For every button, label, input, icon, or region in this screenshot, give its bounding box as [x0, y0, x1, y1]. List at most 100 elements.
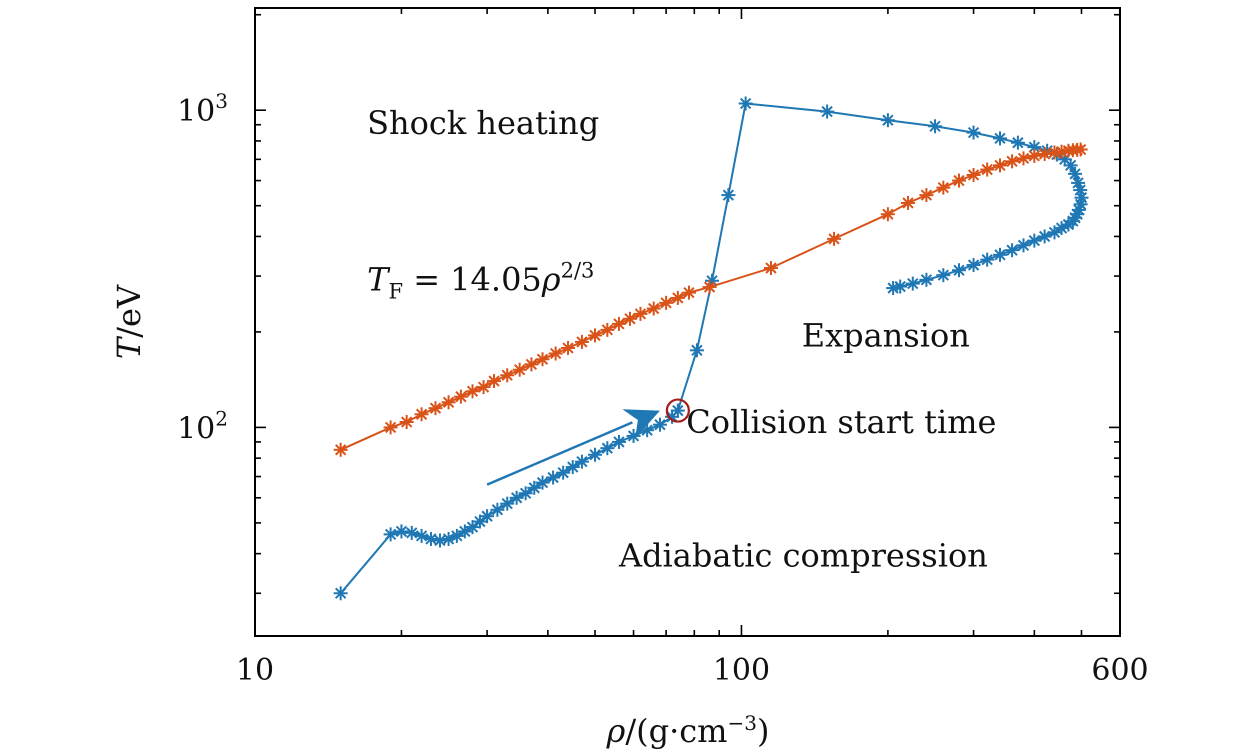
- data-point-fermi: [622, 311, 637, 326]
- data-point-fermi: [611, 316, 626, 331]
- data-point-fermi: [561, 340, 576, 355]
- data-point-trajectory: [535, 475, 550, 490]
- data-point-trajectory: [414, 528, 429, 543]
- data-point-fermi: [980, 162, 995, 177]
- data-point-fermi: [1027, 148, 1042, 163]
- y-tick-label: 103: [177, 89, 228, 129]
- data-point-fermi: [487, 374, 502, 389]
- collision-marker: [665, 398, 690, 423]
- data-point-fermi: [1016, 151, 1031, 166]
- annotation-collision-start-time: Collision start time: [686, 403, 996, 441]
- data-point-trajectory: [500, 496, 515, 511]
- data-point-fermi: [548, 346, 563, 361]
- data-point-fermi: [659, 295, 674, 310]
- data-point-fermi: [441, 395, 456, 410]
- series-layer: [333, 96, 1089, 601]
- data-point-fermi: [763, 261, 778, 276]
- data-point-fermi: [1073, 142, 1088, 157]
- data-point-trajectory: [1027, 233, 1042, 248]
- data-point-trajectory: [820, 104, 835, 119]
- data-point-trajectory: [556, 465, 571, 480]
- data-point-fermi: [702, 280, 717, 295]
- x-tick-label: 600: [1091, 653, 1148, 688]
- plot-frame: [254, 7, 1121, 637]
- annotation-adiabatic-compression: Adiabatic compression: [618, 536, 988, 574]
- data-point-trajectory: [423, 531, 438, 546]
- direction-arrow-shaft: [486, 421, 633, 486]
- data-point-fermi: [476, 380, 491, 395]
- data-point-trajectory: [574, 454, 589, 469]
- x-tick-label: 10: [236, 653, 274, 688]
- data-point-fermi: [993, 158, 1008, 173]
- data-point-trajectory: [1010, 135, 1025, 150]
- annotation-fermi-temperature: TF = 14.05ρ2/3: [367, 259, 594, 304]
- annotation-expansion: Expansion: [802, 316, 970, 354]
- data-point-trajectory: [670, 403, 685, 418]
- annotation-shock-heating: Shock heating: [367, 104, 599, 142]
- data-point-fermi: [936, 180, 951, 195]
- data-point-fermi: [1005, 154, 1020, 169]
- data-point-trajectory: [457, 524, 472, 539]
- x-tick-label: 100: [713, 653, 770, 688]
- data-point-fermi: [919, 188, 934, 203]
- data-point-fermi: [1037, 146, 1052, 161]
- data-point-trajectory: [928, 119, 943, 134]
- data-point-trajectory: [611, 434, 626, 449]
- data-point-fermi: [512, 362, 527, 377]
- data-point-fermi: [574, 334, 589, 349]
- data-point-trajectory: [689, 343, 704, 358]
- data-point-fermi: [901, 195, 916, 210]
- data-point-fermi: [827, 231, 842, 246]
- data-point-trajectory: [993, 247, 1008, 262]
- data-point-trajectory: [966, 125, 981, 140]
- data-point-trajectory: [951, 263, 966, 278]
- data-point-fermi: [880, 207, 895, 222]
- data-point-trajectory: [527, 480, 542, 495]
- data-point-trajectory: [1037, 229, 1052, 244]
- data-point-fermi: [465, 384, 480, 399]
- y-tick-label: 102: [177, 406, 228, 446]
- data-point-fermi: [428, 401, 443, 416]
- direction-arrow-head: [622, 409, 660, 439]
- data-point-fermi: [524, 357, 539, 372]
- data-point-fermi: [535, 352, 550, 367]
- data-point-fermi: [951, 173, 966, 188]
- data-point-trajectory: [383, 527, 398, 542]
- data-point-trajectory: [432, 533, 447, 548]
- data-point-trajectory: [1016, 238, 1031, 253]
- data-point-trajectory: [886, 281, 901, 296]
- data-point-trajectory: [600, 441, 615, 456]
- data-point-fermi: [588, 328, 603, 343]
- data-point-fermi: [600, 322, 615, 337]
- data-point-fermi: [399, 415, 414, 430]
- data-point-trajectory: [490, 502, 505, 517]
- data-point-trajectory: [394, 524, 409, 539]
- data-point-trajectory: [404, 525, 419, 540]
- data-point-trajectory: [518, 486, 533, 501]
- data-point-trajectory: [588, 447, 603, 462]
- data-point-fermi: [333, 442, 348, 457]
- data-point-trajectory: [1005, 243, 1020, 258]
- data-point-trajectory: [919, 272, 934, 287]
- data-point-fermi: [453, 389, 468, 404]
- data-point-trajectory: [936, 268, 951, 283]
- data-point-trajectory: [480, 509, 495, 524]
- ticks: 10 100 600 102 103: [177, 8, 1149, 688]
- data-point-fermi: [670, 290, 685, 305]
- data-point-trajectory: [565, 460, 580, 475]
- data-point-fermi: [681, 285, 696, 300]
- data-point-trajectory: [738, 96, 753, 111]
- data-point-trajectory: [980, 252, 995, 267]
- data-point-trajectory: [333, 586, 348, 601]
- data-point-fermi: [500, 368, 515, 383]
- data-point-fermi: [646, 301, 661, 316]
- data-point-trajectory: [721, 188, 736, 203]
- data-point-fermi: [414, 407, 429, 422]
- data-point-fermi: [383, 420, 398, 435]
- data-point-trajectory: [880, 113, 895, 128]
- data-point-trajectory: [966, 258, 981, 273]
- data-point-trajectory: [993, 131, 1008, 146]
- x-axis-label: ρ/(g·cm−3): [606, 711, 770, 750]
- data-point-trajectory: [652, 417, 667, 432]
